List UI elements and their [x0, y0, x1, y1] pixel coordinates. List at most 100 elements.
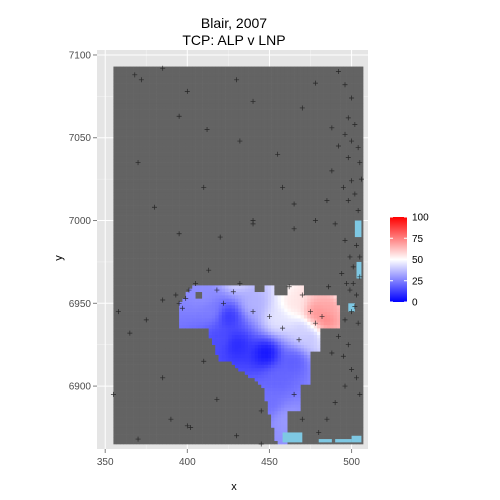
heatmap-tile — [228, 430, 232, 435]
heatmap-tile — [228, 96, 232, 100]
heatmap-tile — [241, 288, 246, 293]
heatmap-tile — [165, 96, 170, 100]
heatmap-tile — [234, 437, 239, 442]
heatmap-tile — [234, 112, 239, 117]
heatmap-tile — [159, 334, 163, 339]
heatmap-tile — [172, 364, 177, 369]
heatmap-tile — [192, 149, 196, 153]
heatmap-tile — [159, 215, 163, 220]
heatmap-tile — [211, 165, 216, 170]
heatmap-tile — [205, 132, 209, 137]
heatmap-tile — [231, 218, 236, 223]
heatmap-tile — [254, 400, 259, 405]
heatmap-tile — [195, 434, 200, 438]
heatmap-tile — [179, 238, 183, 243]
heatmap-tile — [182, 417, 186, 422]
heatmap-tile — [129, 404, 134, 408]
heatmap-tile — [179, 149, 183, 153]
heatmap-tile — [133, 152, 137, 157]
heatmap-tile — [192, 202, 196, 206]
heatmap-tile — [188, 83, 193, 87]
heatmap-tile — [225, 268, 229, 273]
heatmap-tile — [182, 430, 186, 435]
heatmap-tile — [234, 139, 239, 144]
heatmap-tile — [172, 311, 177, 316]
heatmap-tile — [251, 437, 255, 442]
heatmap-tile — [142, 199, 147, 203]
heatmap-tile — [238, 334, 242, 339]
heatmap-tile — [149, 311, 154, 316]
heatmap-tile — [238, 268, 242, 273]
heatmap-tile — [215, 96, 219, 100]
heatmap-tile — [195, 146, 200, 150]
heatmap-tile — [175, 251, 180, 256]
heatmap-tile — [215, 437, 219, 442]
heatmap-tile — [162, 391, 167, 395]
heatmap-tile — [185, 304, 190, 309]
heatmap-tile — [254, 321, 259, 326]
heatmap-tile — [185, 334, 190, 339]
heatmap-tile — [156, 384, 160, 389]
heatmap-tile — [225, 384, 229, 389]
heatmap-tile — [198, 414, 203, 418]
heatmap-tile — [205, 106, 209, 110]
heatmap-tile — [146, 265, 150, 269]
heatmap-tile — [195, 295, 200, 299]
heatmap-tile — [152, 308, 157, 312]
heatmap-tile — [195, 251, 200, 256]
heatmap-tile — [238, 136, 242, 140]
heatmap-tile — [225, 242, 229, 246]
heatmap-tile — [228, 242, 232, 246]
heatmap-tile — [146, 344, 150, 349]
heatmap-tile — [215, 377, 219, 382]
heatmap-tile — [241, 371, 246, 375]
heatmap-tile — [165, 169, 170, 173]
heatmap-tile — [192, 205, 196, 210]
heatmap-tile — [119, 122, 124, 127]
heatmap-tile — [126, 400, 131, 405]
heatmap-tile — [179, 314, 183, 319]
heatmap-tile — [208, 212, 213, 216]
heatmap-tile — [218, 288, 223, 293]
heatmap-tile — [146, 126, 150, 130]
heatmap-tile — [149, 222, 154, 226]
heatmap-tile — [149, 122, 154, 127]
heatmap-tile — [238, 152, 242, 157]
heatmap-tile — [211, 387, 216, 392]
heatmap-tile — [215, 122, 219, 127]
heatmap-tile — [244, 142, 249, 147]
heatmap-tile — [169, 139, 173, 144]
heatmap-tile — [116, 374, 121, 379]
heatmap-tile — [175, 440, 180, 445]
heatmap-tile — [165, 295, 170, 299]
heatmap-tile — [248, 208, 252, 213]
heatmap-tile — [234, 308, 239, 312]
heatmap-tile — [192, 427, 196, 432]
heatmap-tile — [165, 318, 170, 322]
heatmap-tile — [159, 172, 163, 177]
heatmap-tile — [126, 255, 131, 259]
heatmap-tile — [234, 400, 239, 405]
heatmap-tile — [241, 102, 246, 107]
heatmap-tile — [251, 321, 255, 326]
heatmap-tile — [142, 351, 147, 355]
heatmap-tile — [123, 192, 127, 196]
heatmap-tile — [159, 318, 163, 322]
heatmap-tile — [241, 205, 246, 210]
heatmap-tile — [139, 387, 144, 392]
heatmap-tile — [248, 112, 252, 117]
heatmap-tile — [149, 285, 154, 289]
heatmap-tile — [234, 367, 239, 372]
heatmap-tile — [123, 212, 127, 216]
heatmap-tile — [123, 235, 127, 240]
heatmap-tile — [129, 172, 134, 177]
heatmap-tile — [195, 357, 200, 362]
heatmap-tile — [221, 291, 226, 296]
heatmap-tile — [225, 377, 229, 382]
heatmap-tile — [165, 321, 170, 326]
heatmap-tile — [185, 228, 190, 233]
heatmap-tile — [238, 440, 242, 445]
heatmap-tile — [218, 215, 223, 220]
heatmap-tile — [129, 334, 134, 339]
heatmap-tile — [248, 122, 252, 127]
